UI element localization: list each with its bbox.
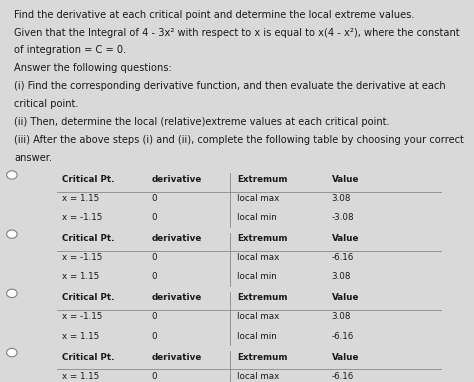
Text: x = -1.15: x = -1.15 xyxy=(62,312,102,322)
Text: x = 1.15: x = 1.15 xyxy=(62,332,99,341)
Text: local max: local max xyxy=(237,372,279,381)
Text: Answer the following questions:: Answer the following questions: xyxy=(14,63,172,73)
Text: 0: 0 xyxy=(152,312,157,322)
Text: critical point.: critical point. xyxy=(14,99,79,109)
Text: x = -1.15: x = -1.15 xyxy=(62,213,102,222)
Text: (iii) After the above steps (i) and (ii), complete the following table by choosi: (iii) After the above steps (i) and (ii)… xyxy=(14,135,464,145)
Text: Given that the Integral of 4 - 3x² with respect to x is equal to x(4 - x²), wher: Given that the Integral of 4 - 3x² with … xyxy=(14,28,460,37)
Text: Value: Value xyxy=(332,293,359,303)
Circle shape xyxy=(7,348,17,357)
Text: x = 1.15: x = 1.15 xyxy=(62,194,99,203)
Text: Extremum: Extremum xyxy=(237,234,288,243)
Text: Extremum: Extremum xyxy=(237,293,288,303)
Text: local min: local min xyxy=(237,332,277,341)
Text: Extremum: Extremum xyxy=(237,353,288,362)
Text: Critical Pt.: Critical Pt. xyxy=(62,175,114,184)
Text: Critical Pt.: Critical Pt. xyxy=(62,293,114,303)
Text: Extremum: Extremum xyxy=(237,175,288,184)
Text: Value: Value xyxy=(332,175,359,184)
Text: -3.08: -3.08 xyxy=(332,213,355,222)
Text: local max: local max xyxy=(237,253,279,262)
Text: answer.: answer. xyxy=(14,153,52,163)
Circle shape xyxy=(7,230,17,238)
Text: derivative: derivative xyxy=(152,175,202,184)
Text: derivative: derivative xyxy=(152,353,202,362)
Text: local max: local max xyxy=(237,194,279,203)
Text: 0: 0 xyxy=(152,213,157,222)
Text: Critical Pt.: Critical Pt. xyxy=(62,234,114,243)
Text: -6.16: -6.16 xyxy=(332,372,354,381)
Text: Critical Pt.: Critical Pt. xyxy=(62,353,114,362)
Text: derivative: derivative xyxy=(152,234,202,243)
Text: local max: local max xyxy=(237,312,279,322)
Text: x = 1.15: x = 1.15 xyxy=(62,272,99,282)
Text: Value: Value xyxy=(332,234,359,243)
Text: 3.08: 3.08 xyxy=(332,312,351,322)
Text: x = 1.15: x = 1.15 xyxy=(62,372,99,381)
Text: 0: 0 xyxy=(152,272,157,282)
Text: Value: Value xyxy=(332,353,359,362)
Circle shape xyxy=(7,289,17,298)
Text: local min: local min xyxy=(237,272,277,282)
Text: 3.08: 3.08 xyxy=(332,272,351,282)
Text: 0: 0 xyxy=(152,253,157,262)
Text: Find the derivative at each critical point and determine the local extreme value: Find the derivative at each critical poi… xyxy=(14,10,415,19)
Text: -6.16: -6.16 xyxy=(332,253,354,262)
Text: (ii) Then, determine the local (relative)extreme values at each critical point.: (ii) Then, determine the local (relative… xyxy=(14,117,390,127)
Text: 3.08: 3.08 xyxy=(332,194,351,203)
Text: x = -1.15: x = -1.15 xyxy=(62,253,102,262)
Circle shape xyxy=(7,171,17,179)
Text: 0: 0 xyxy=(152,194,157,203)
Text: of integration = C = 0.: of integration = C = 0. xyxy=(14,45,127,55)
Text: -6.16: -6.16 xyxy=(332,332,354,341)
Text: (i) Find the corresponding derivative function, and then evaluate the derivative: (i) Find the corresponding derivative fu… xyxy=(14,81,446,91)
Text: 0: 0 xyxy=(152,372,157,381)
Text: 0: 0 xyxy=(152,332,157,341)
Text: derivative: derivative xyxy=(152,293,202,303)
Text: local min: local min xyxy=(237,213,277,222)
